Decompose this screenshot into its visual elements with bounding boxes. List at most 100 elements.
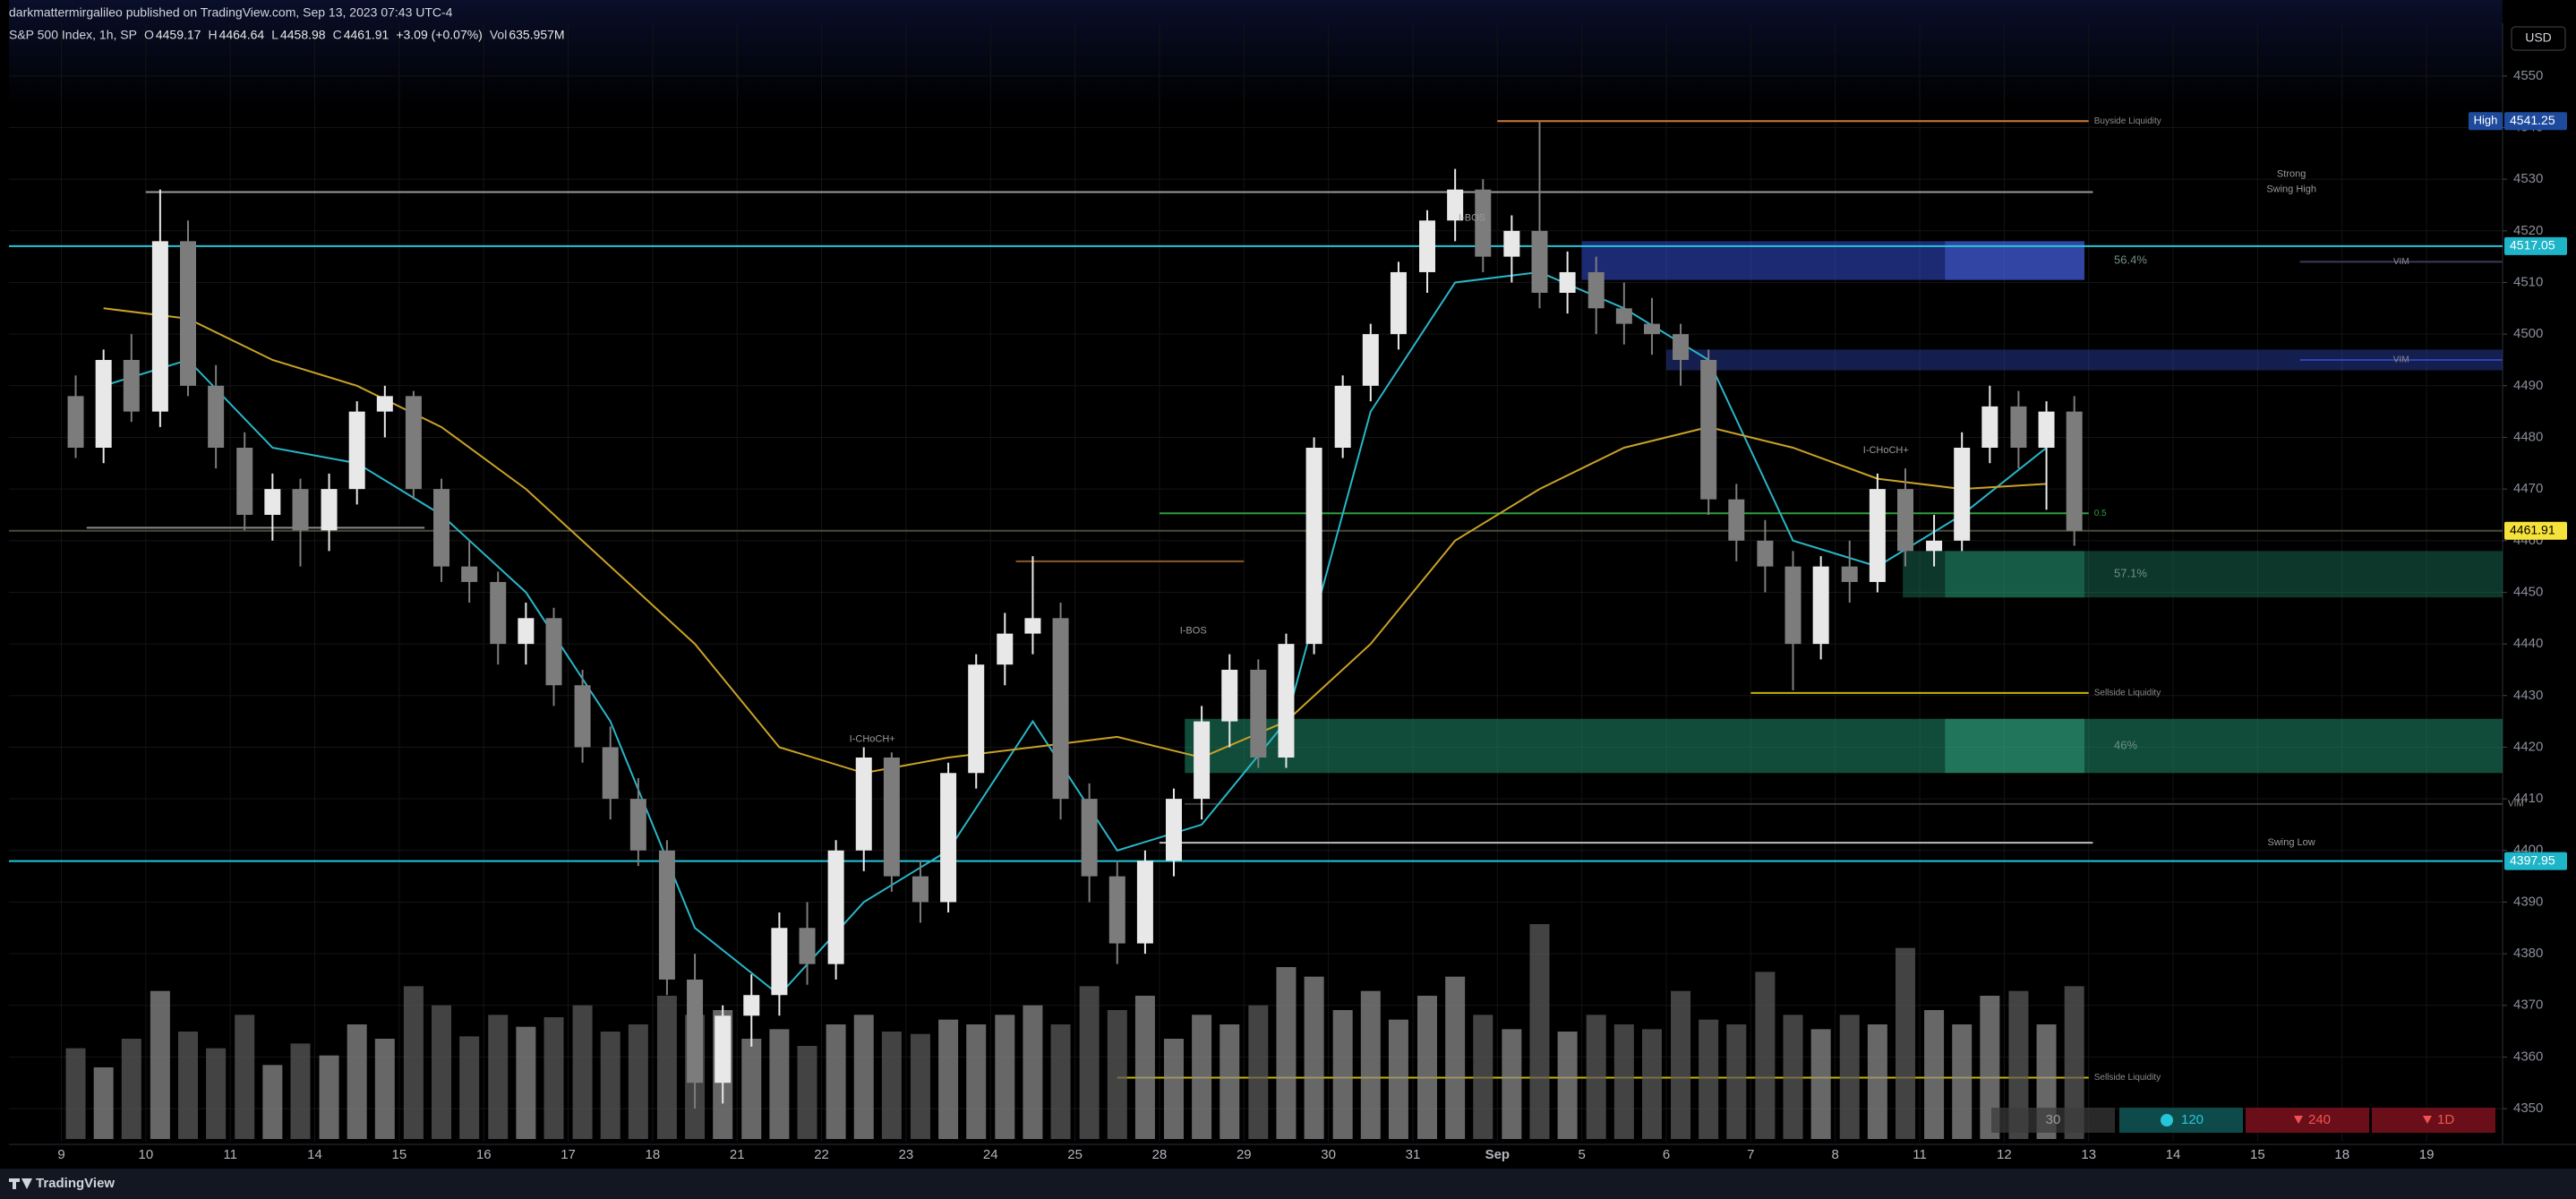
volume-bar <box>235 1015 255 1139</box>
candle-body <box>518 618 535 645</box>
annotation: I-BOS <box>1180 626 1207 637</box>
candle-body <box>1896 489 1913 552</box>
x-tick-label: 13 <box>2081 1147 2096 1162</box>
candle-body <box>1954 447 1971 541</box>
ohlc-value: 4464.64 <box>219 28 265 42</box>
candle-body <box>1165 799 1182 861</box>
candle-body <box>264 489 281 515</box>
volume-bar <box>1895 947 1915 1139</box>
interval-button[interactable] <box>1991 1108 2115 1133</box>
interval-label[interactable]: 30 <box>2046 1112 2061 1127</box>
volume-bar <box>1445 976 1466 1139</box>
symbol: S&P 500 Index, 1h, SP <box>9 28 137 42</box>
x-tick-label: 14 <box>2166 1147 2181 1162</box>
volume-bar <box>572 1005 593 1139</box>
candle-body <box>1784 566 1801 645</box>
currency-button[interactable] <box>2511 26 2566 51</box>
volume-bar <box>966 1024 987 1139</box>
candle-body <box>1194 721 1211 800</box>
annotation: Strong <box>2277 168 2306 179</box>
volume-bar <box>1502 1029 1522 1139</box>
x-tick-label: 15 <box>2250 1147 2265 1162</box>
moving-average <box>103 270 2048 997</box>
x-tick-label: 18 <box>646 1147 661 1162</box>
y-tick-label: 4360 <box>2513 1049 2543 1064</box>
zone <box>1945 551 2085 598</box>
annotation: Swing Low <box>2268 837 2315 848</box>
candle-body <box>461 566 478 582</box>
candle-body <box>1081 799 1098 877</box>
volume-bar <box>1276 967 1297 1139</box>
zone-label: 46% <box>2114 738 2137 751</box>
volume-bar <box>347 1024 367 1139</box>
volume-bar <box>1163 1039 1184 1139</box>
interval-button[interactable] <box>2119 1108 2243 1133</box>
candle-body <box>151 241 168 412</box>
x-tick-label: 17 <box>561 1147 576 1162</box>
candle-body <box>1757 540 1774 567</box>
candle-body <box>1531 230 1548 294</box>
y-tick-label: 4470 <box>2513 481 2543 496</box>
volume-bar <box>1557 1032 1578 1139</box>
volume-bar <box>1810 1029 1831 1139</box>
volume-bar <box>1192 1015 1212 1139</box>
level-label: VIM <box>2393 257 2409 267</box>
interval-button[interactable] <box>2246 1108 2369 1133</box>
change: +3.09 (+0.07%) <box>396 28 483 42</box>
interval-button[interactable] <box>2372 1108 2495 1133</box>
volume-bar <box>1023 1005 1043 1139</box>
candle-body <box>629 799 646 851</box>
x-tick-label: 30 <box>1321 1147 1336 1162</box>
volume-bar <box>1755 972 1776 1139</box>
currency[interactable]: USD <box>2525 30 2552 45</box>
volume-bar <box>459 1036 480 1139</box>
volume-bar <box>516 1026 536 1139</box>
annotation: Swing High <box>2266 184 2316 195</box>
zone-label: 57.1% <box>2114 567 2147 580</box>
interval-label[interactable]: 1D <box>2437 1112 2454 1127</box>
volume-bar <box>995 1015 1015 1139</box>
zone <box>1945 718 2085 774</box>
price-tag-box <box>2469 112 2503 131</box>
down-arrow <box>2423 1116 2432 1124</box>
candle-body <box>433 489 450 567</box>
candle-body <box>236 447 253 515</box>
candle-body <box>490 581 507 645</box>
level-label: Sellside Liquidity <box>2094 1073 2161 1083</box>
volume-bar <box>178 1032 199 1139</box>
candle-body <box>574 685 591 748</box>
level-label: VIM <box>2393 355 2409 365</box>
volume-bar <box>769 1029 790 1139</box>
volume-bar <box>121 1039 141 1139</box>
interval-label[interactable]: 240 <box>2308 1112 2331 1127</box>
candle-body <box>687 979 704 1083</box>
volume-bar <box>853 1015 874 1139</box>
candle-body <box>1052 618 1069 800</box>
candle-body <box>1221 669 1238 722</box>
x-tick-label: 12 <box>1997 1147 2012 1162</box>
candle-body <box>1305 447 1322 645</box>
level-label: Buyside Liquidity <box>2094 116 2161 126</box>
candle-body <box>208 385 225 448</box>
volume-bar <box>432 1005 452 1139</box>
annotation: I-BOS <box>1459 212 1485 223</box>
volume-bar <box>1332 1010 1353 1139</box>
volume-bar <box>1248 1005 1269 1139</box>
moving-average <box>103 307 2047 775</box>
candle-body <box>799 928 816 964</box>
y-tick-label: 4410 <box>2513 791 2543 806</box>
level-label: 0.5 <box>2094 509 2107 518</box>
candle-body <box>1926 540 1943 552</box>
candle-body <box>1362 334 1379 386</box>
y-tick-label: 4520 <box>2513 223 2543 238</box>
candle-body <box>348 411 365 490</box>
candle-body <box>2038 411 2055 448</box>
annotation: I-CHoCH+ <box>1863 445 1909 456</box>
price-label: 4517.05 <box>2510 238 2555 253</box>
status-dot <box>2161 1114 2173 1126</box>
volume-bar <box>1473 1015 1493 1139</box>
ohlc-key: O <box>144 28 154 42</box>
interval-label[interactable]: 120 <box>2181 1112 2204 1127</box>
candle-body <box>95 359 112 448</box>
